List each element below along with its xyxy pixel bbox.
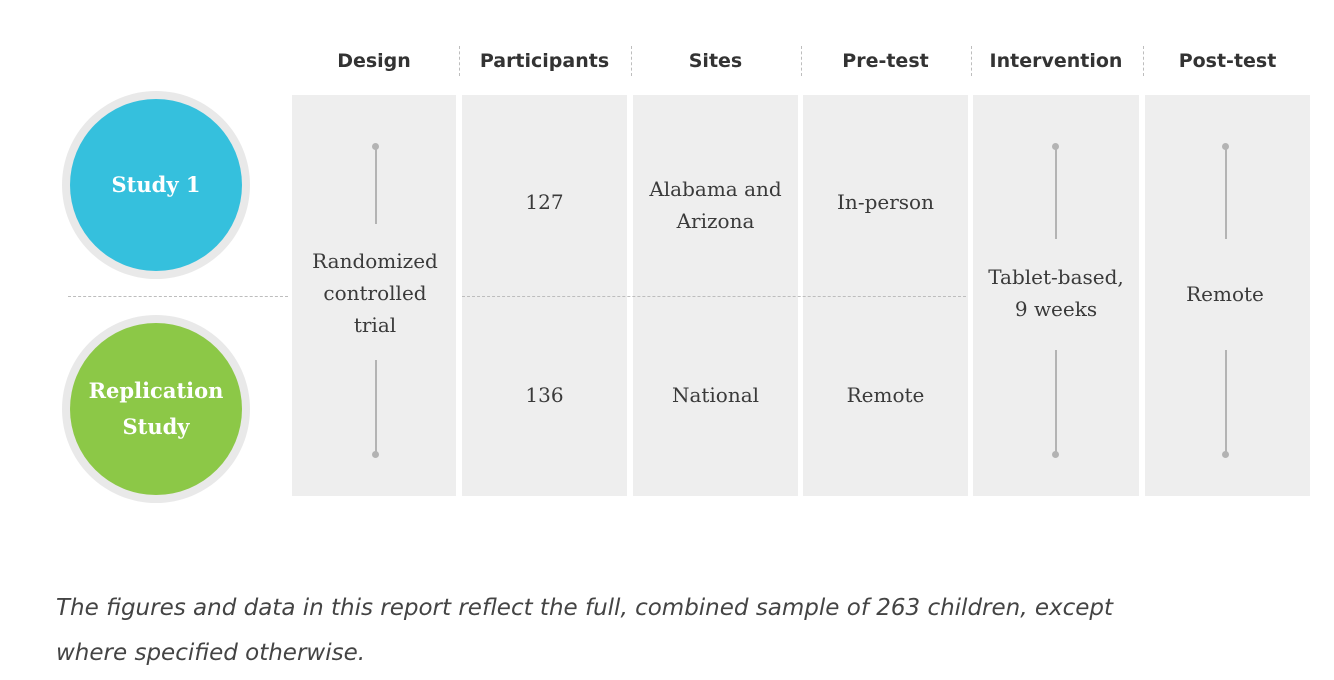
header-participants: Participants: [479, 50, 610, 72]
design-cell: Randomized controlled trial: [312, 249, 438, 337]
pretest-study-1: In-person: [837, 190, 934, 214]
header-separator: [801, 46, 802, 76]
header-separator: [459, 46, 460, 76]
column-participants: [462, 95, 627, 496]
column-pretest: [803, 95, 968, 496]
participants-study-1: 127: [525, 190, 564, 214]
connector-line: [1224, 350, 1227, 455]
connector-line: [1054, 146, 1057, 239]
participants-replication: 136: [525, 383, 564, 407]
connector-dot: [372, 451, 379, 458]
row-divider-left: [68, 296, 288, 297]
header-design: Design: [337, 50, 411, 72]
connector-dot: [1222, 451, 1229, 458]
header-pretest: Pre-test: [842, 50, 929, 72]
connector-line: [1224, 146, 1227, 239]
column-sites: [633, 95, 798, 496]
replication-study-label: Replication Study: [70, 323, 242, 495]
connector-line: [374, 146, 377, 224]
sites-study-1: Alabama and Arizona: [649, 177, 782, 233]
header-sites: Sites: [688, 50, 743, 72]
sites-replication: National: [671, 383, 760, 407]
header-separator: [971, 46, 972, 76]
pretest-replication: Remote: [846, 383, 925, 407]
column-design: [292, 95, 456, 496]
row-divider-middle: [462, 296, 966, 297]
header-posttest: Post-test: [1178, 50, 1277, 72]
column-posttest: [1145, 95, 1310, 496]
posttest-cell: Remote: [1186, 282, 1264, 306]
header-separator: [631, 46, 632, 76]
caption: The figures and data in this report refl…: [56, 595, 1114, 666]
connector-line: [374, 360, 377, 455]
study-1-circle: Study 1: [62, 91, 250, 279]
replication-study-circle: Replication Study: [62, 315, 250, 503]
intervention-cell: Tablet-based, 9 weeks: [988, 265, 1124, 321]
study-1-label: Study 1: [70, 99, 242, 271]
header-intervention: Intervention: [989, 50, 1123, 72]
connector-line: [1054, 350, 1057, 455]
header-separator: [1143, 46, 1144, 76]
connector-dot: [1052, 451, 1059, 458]
